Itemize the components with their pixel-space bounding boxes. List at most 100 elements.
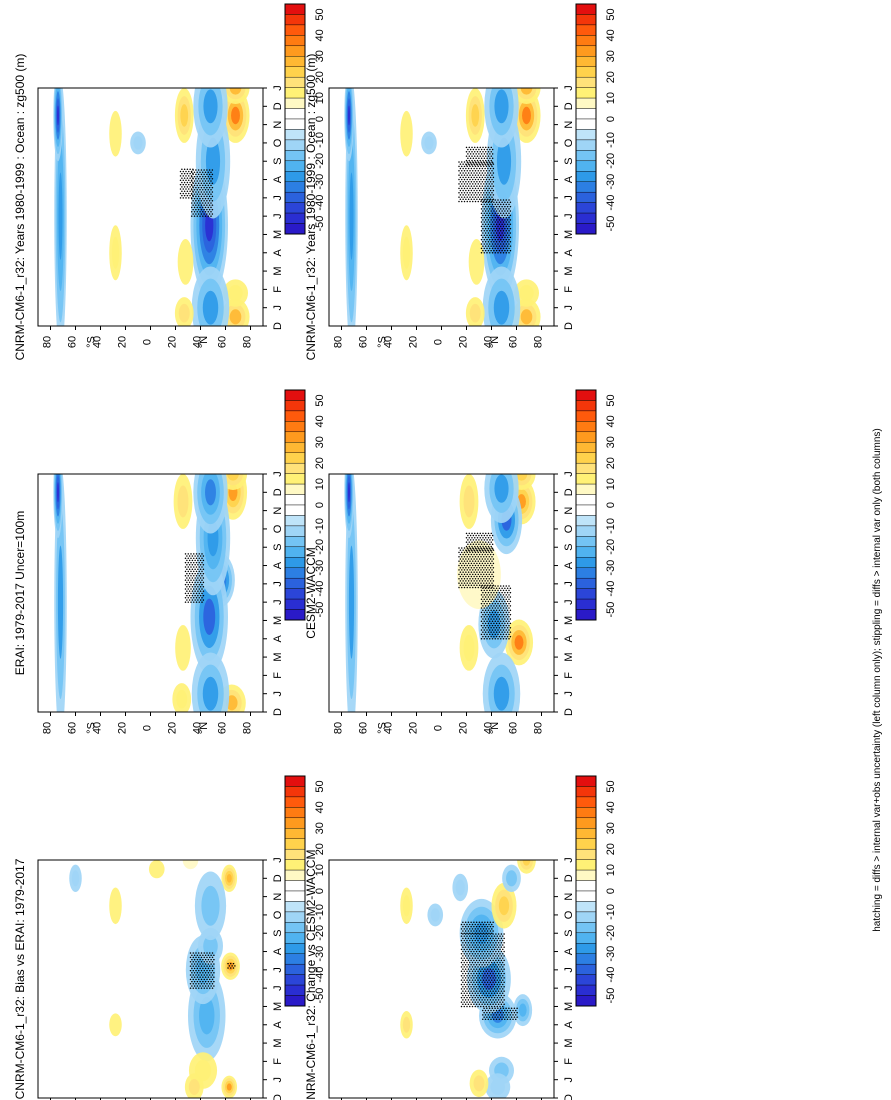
stipple-dot — [488, 183, 490, 185]
colorbar-swatch — [575, 974, 597, 986]
stipple-dot — [509, 201, 512, 203]
stipple-dot — [480, 200, 482, 203]
stipple-dot — [476, 580, 478, 582]
stipple-dot — [473, 937, 475, 940]
stipple-dot — [194, 590, 196, 592]
stipple-dot — [474, 979, 476, 981]
stipple-dot — [463, 569, 466, 571]
stipple-dot — [483, 564, 485, 567]
stipple-dot — [465, 146, 468, 149]
month-tick-label: A — [272, 1020, 284, 1028]
stipple-dot — [206, 983, 208, 985]
stipple-dot — [484, 994, 486, 997]
stipple-dot — [230, 962, 232, 965]
stipple-dot — [485, 569, 488, 571]
stipple-dot — [197, 599, 199, 601]
stipple-dot — [194, 577, 196, 579]
stipple-dot — [485, 550, 487, 552]
stipple-dot — [463, 564, 466, 567]
month-tick-label: J — [563, 1077, 575, 1083]
month-tick-label: J — [272, 581, 284, 587]
stipple-dot — [460, 952, 463, 955]
stipple-dot — [186, 586, 188, 588]
stipple-dot — [190, 588, 192, 590]
stipple-dot — [480, 577, 482, 580]
stipple-dot — [485, 1001, 487, 1003]
month-tick-label: J — [272, 967, 284, 973]
stipple-dot — [204, 189, 207, 191]
stipple-dot — [186, 599, 188, 601]
stipple-dot — [488, 165, 490, 168]
colorbar-swatch — [284, 609, 306, 621]
stipple-dot — [196, 985, 199, 987]
stipple-dot — [490, 159, 492, 162]
stipple-dot — [498, 631, 501, 633]
stipple-dot — [193, 553, 195, 555]
stipple-dot — [202, 211, 204, 213]
contour-blob — [226, 1083, 232, 1091]
stipple-dot — [192, 952, 194, 954]
stipple-dot — [491, 551, 493, 554]
stipple-dot — [489, 198, 492, 201]
stipple-dot — [204, 197, 207, 200]
stipple-dot — [477, 564, 479, 567]
stipple-dot — [211, 987, 214, 989]
stipple-dot — [199, 175, 201, 178]
colorbar-tick-label: 30 — [314, 822, 326, 834]
stipple-dot — [482, 150, 484, 153]
stipple-dot — [492, 937, 494, 940]
stipple-dot — [492, 921, 494, 923]
stipple-dot — [461, 178, 463, 181]
stipple-dot — [462, 990, 464, 992]
stipple-dot — [194, 559, 196, 562]
stipple-dot — [493, 1014, 495, 1016]
colorbar-tick-label: -50 — [314, 988, 326, 1004]
stipple-dot — [513, 1016, 516, 1018]
stipple-dot — [509, 635, 512, 638]
stipple-dot — [193, 985, 196, 987]
stipple-dot — [485, 541, 487, 543]
stipple-dot — [493, 245, 495, 247]
contour-blob — [231, 106, 240, 125]
stipple-dot — [498, 1009, 500, 1012]
stipple-dot — [481, 990, 483, 992]
stipple-dot — [466, 970, 468, 973]
stipple-dot — [203, 186, 205, 189]
stipple-dot — [474, 948, 476, 951]
stipple-dot — [505, 598, 507, 600]
stipple-dot — [228, 965, 231, 967]
stipple-dot — [488, 992, 490, 995]
stipple-dot — [480, 178, 482, 181]
stipple-dot — [489, 629, 491, 631]
stipple-dot — [498, 635, 501, 638]
stipple-dot — [503, 985, 505, 988]
stipple-dot — [469, 174, 471, 176]
stipple-dot — [480, 979, 482, 981]
stipple-dot — [472, 569, 474, 571]
stipple-dot — [480, 598, 483, 600]
stipple-dot — [474, 564, 477, 567]
stipple-dot — [198, 566, 200, 568]
stipple-dot — [495, 1014, 498, 1016]
stipple-dot — [210, 197, 212, 200]
stipple-dot — [192, 961, 194, 963]
stipple-dot — [493, 935, 496, 937]
stipple-dot — [500, 1003, 503, 1006]
colorbar-tick-label: 50 — [605, 8, 617, 20]
stipple-dot — [209, 969, 211, 972]
stipple-dot — [487, 189, 489, 192]
stipple-dot — [232, 967, 235, 969]
stipple-dot — [482, 928, 485, 930]
month-tick-label: M — [272, 230, 284, 239]
stipple-dot — [509, 214, 512, 217]
colorbar-tick-label: 50 — [605, 394, 617, 406]
stipple-dot — [466, 577, 468, 580]
colorbar-swatch — [284, 869, 306, 881]
stipple-dot — [482, 605, 484, 607]
colorbar-tick-label: 40 — [314, 415, 326, 427]
stipple-dot — [210, 963, 212, 965]
stipple-dot — [498, 219, 501, 221]
hemisphere-label-south: °S — [376, 336, 388, 348]
month-tick-label: J — [563, 967, 575, 973]
stipple-dot — [203, 173, 205, 176]
